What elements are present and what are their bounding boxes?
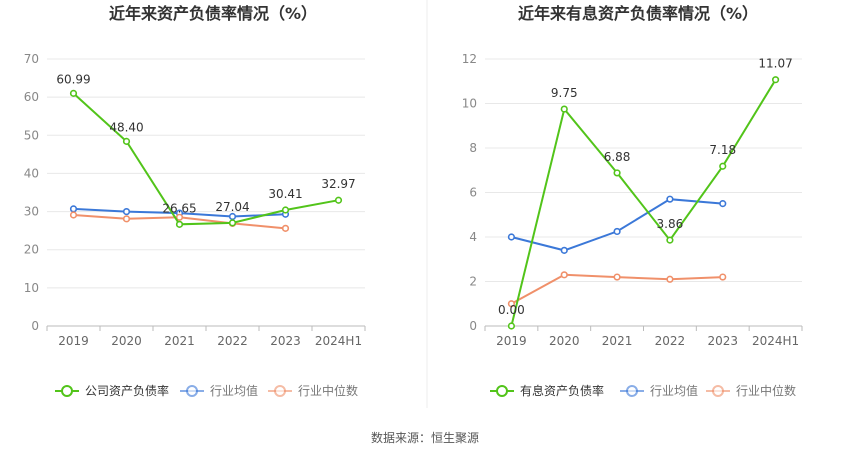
data-point <box>69 205 78 213</box>
legend-swatch-marker <box>61 385 73 397</box>
series-line <box>72 92 339 226</box>
x-tick-label: 2019 <box>496 334 527 348</box>
y-tick-label: 70 <box>24 52 39 66</box>
x-tick-label: 2020 <box>549 334 580 348</box>
legend-label: 行业中位数 <box>736 383 796 398</box>
legend-item[interactable]: 行业均值 <box>620 383 698 398</box>
y-tick-label: 10 <box>24 281 39 295</box>
y-tick-label: 0 <box>469 319 477 333</box>
data-point <box>719 273 727 281</box>
x-tick-label: 2024H1 <box>752 334 799 348</box>
data-label: 27.04 <box>215 200 249 214</box>
y-tick-label: 10 <box>462 97 477 111</box>
series-line <box>511 198 723 252</box>
legend-item[interactable]: 行业中位数 <box>268 383 358 398</box>
y-tick-label: 60 <box>24 90 39 104</box>
x-tick-label: 2023 <box>707 334 738 348</box>
data-label: 3.86 <box>657 217 684 231</box>
legend-item[interactable]: 公司资产负债率 <box>55 383 169 398</box>
chart-title: 近年来有息资产负债率情况（%） <box>518 4 758 23</box>
x-tick-label: 2022 <box>655 334 686 348</box>
data-label: 7.18 <box>709 143 736 157</box>
x-tick-label: 2021 <box>602 334 633 348</box>
y-tick-label: 6 <box>469 186 477 200</box>
data-point <box>719 200 727 208</box>
data-label: 26.65 <box>162 201 196 215</box>
data-label: 11.07 <box>758 57 792 71</box>
legend-swatch-marker <box>626 385 638 397</box>
data-point <box>334 196 343 204</box>
legend-label: 行业均值 <box>650 383 698 398</box>
data-point <box>771 76 780 84</box>
data-point <box>560 271 568 279</box>
data-point <box>281 206 290 214</box>
legend-label: 行业中位数 <box>298 383 358 398</box>
y-tick-label: 12 <box>462 52 477 66</box>
data-point <box>122 215 131 223</box>
data-label: 30.41 <box>268 187 302 201</box>
data-point <box>560 246 568 254</box>
y-tick-label: 4 <box>469 230 477 244</box>
data-point <box>666 275 674 283</box>
legend-swatch-marker <box>186 385 198 397</box>
data-point <box>666 236 674 244</box>
data-point <box>613 169 621 177</box>
y-tick-label: 30 <box>24 205 39 219</box>
chart-panel-debt-ratio: 近年来资产负债率情况（%） 0 10 20 30 40 50 60 70 2019 2020 202… <box>24 4 366 398</box>
data-point <box>560 105 568 113</box>
legend-label: 有息资产负债率 <box>520 383 604 398</box>
y-tick-label: 8 <box>469 141 477 155</box>
y-tick-label: 50 <box>24 128 39 142</box>
legend-swatch-marker <box>712 385 724 397</box>
x-tick-label: 2021 <box>164 334 195 348</box>
data-label: 48.40 <box>109 120 143 134</box>
x-tick-label: 2024H1 <box>315 334 362 348</box>
data-point <box>719 162 727 170</box>
y-tick-label: 40 <box>24 166 39 180</box>
legend-item[interactable]: 行业均值 <box>180 383 258 398</box>
data-point <box>507 322 516 330</box>
legend-item[interactable]: 有息资产负债率 <box>490 383 604 398</box>
data-point <box>507 233 516 241</box>
x-tick-label: 2022 <box>217 334 248 348</box>
legend-swatch-marker <box>496 385 508 397</box>
y-tick-label: 2 <box>469 275 477 289</box>
x-tick-label: 2023 <box>270 334 301 348</box>
source-note: 数据来源：恒生聚源 <box>371 430 479 445</box>
data-point <box>175 220 184 228</box>
data-point <box>228 212 237 221</box>
data-point <box>666 195 674 203</box>
data-point <box>613 227 621 236</box>
legend-label: 行业均值 <box>210 383 258 398</box>
data-point <box>175 213 184 221</box>
y-tick-label: 0 <box>31 319 39 333</box>
legend-swatch-marker <box>274 385 286 397</box>
data-point <box>228 219 237 227</box>
x-tick-label: 2020 <box>111 334 142 348</box>
legend-label: 公司资产负债率 <box>85 383 169 398</box>
x-tick-label: 2019 <box>58 334 89 348</box>
series-line <box>510 79 777 327</box>
data-label: 60.99 <box>56 72 90 86</box>
data-label: 0.00 <box>498 303 525 317</box>
data-label: 9.75 <box>551 86 578 100</box>
data-point <box>69 211 78 219</box>
legend-item[interactable]: 行业中位数 <box>706 383 796 398</box>
chart-title: 近年来资产负债率情况（%） <box>109 4 317 23</box>
data-label: 32.97 <box>321 177 355 191</box>
chart-panel-interest-debt-ratio: 近年来有息资产负债率情况（%） 0 2 4 6 8 10 12 2019 2020 2021 202… <box>462 4 803 398</box>
data-label: 6.88 <box>604 150 631 164</box>
data-point <box>69 89 78 97</box>
data-point <box>281 224 290 232</box>
y-tick-label: 20 <box>24 243 39 257</box>
data-point <box>122 207 131 216</box>
data-point <box>613 273 621 281</box>
data-point <box>507 300 516 308</box>
data-point <box>122 137 131 145</box>
